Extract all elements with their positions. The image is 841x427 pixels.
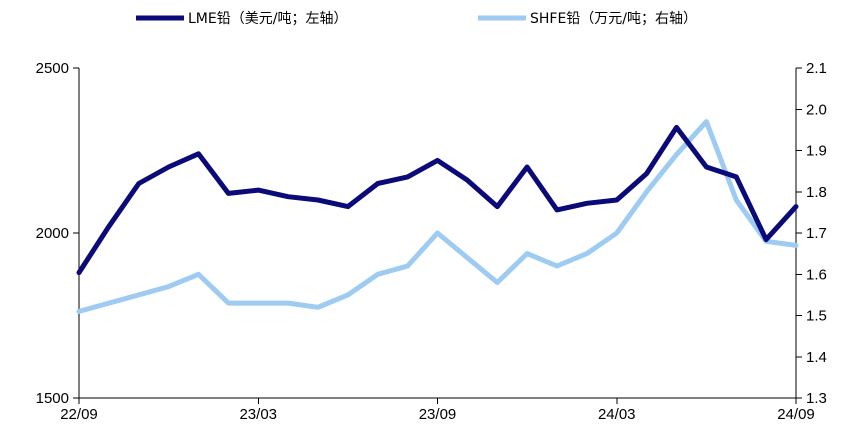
x-tick-label: 23/03 xyxy=(239,406,277,423)
y-right-tick-label: 2.0 xyxy=(806,101,827,118)
legend-label: SHFE铅（万元/吨；右轴） xyxy=(530,11,697,27)
y-right-tick-label: 1.9 xyxy=(806,143,827,160)
y-right-tick-label: 1.8 xyxy=(806,184,827,201)
series-line-shfe xyxy=(76,119,799,314)
y-right-tick-label: 1.3 xyxy=(806,390,827,407)
y-right-tick-label: 1.7 xyxy=(806,225,827,242)
x-tick-label: 24/03 xyxy=(598,406,636,423)
y-right-tick-label: 1.5 xyxy=(806,308,827,325)
y-right-tick-label: 2.1 xyxy=(806,60,827,77)
axes: 1500 2000 2500 1.3 1.4 1.5 1.6 1.7 1.8 1.9 2.0 2.1 2… xyxy=(36,60,827,423)
series-line-lme xyxy=(76,124,799,276)
y-left-tick-label: 2000 xyxy=(36,225,69,242)
x-tick-label: 24/09 xyxy=(777,406,815,423)
legend-item: SHFE铅（万元/吨；右轴） xyxy=(478,11,697,27)
series-lines xyxy=(76,119,799,314)
y-right-tick-label: 1.4 xyxy=(806,349,827,366)
legend: LME铅（美元/吨；左轴） SHFE铅（万元/吨；右轴） xyxy=(136,11,697,27)
y-left-tick-label: 1500 xyxy=(36,390,69,407)
y-right-tick-label: 1.6 xyxy=(806,266,827,283)
legend-label: LME铅（美元/吨；左轴） xyxy=(188,11,347,27)
y-left-tick-label: 2500 xyxy=(36,60,69,77)
legend-item: LME铅（美元/吨；左轴） xyxy=(136,11,347,27)
x-tick-label: 22/09 xyxy=(60,406,98,423)
x-tick-label: 23/09 xyxy=(419,406,457,423)
